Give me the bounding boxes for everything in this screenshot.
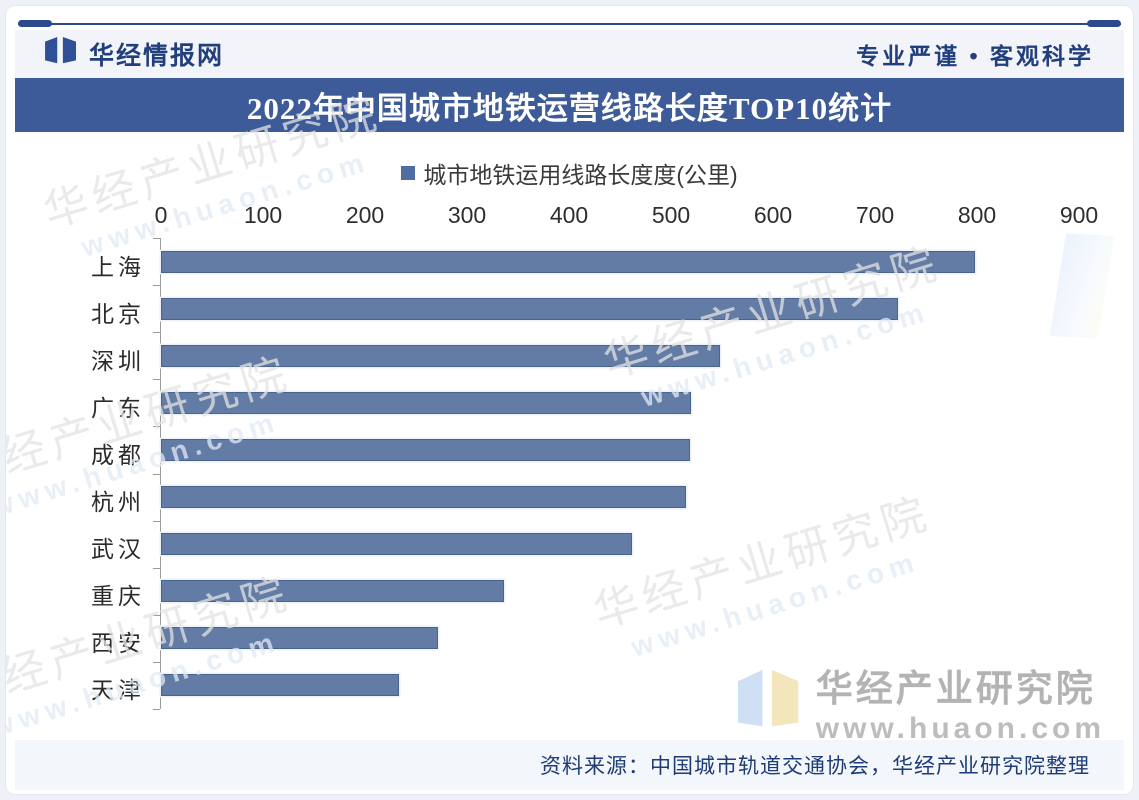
y-axis-tick-mark: [153, 285, 160, 287]
category-label: 深圳: [91, 347, 145, 374]
x-axis-tick-label: 0: [154, 202, 168, 228]
x-axis-tick-label: 700: [855, 202, 895, 228]
category-label: 重庆: [91, 583, 145, 610]
y-axis-tick-mark: [153, 379, 160, 381]
bar-西安: [161, 627, 439, 650]
bar-杭州: [161, 486, 687, 509]
bar-上海: [161, 250, 975, 273]
header: 华经情报网 专业严谨 • 客观科学: [15, 30, 1124, 78]
y-axis-tick-mark: [153, 709, 160, 710]
y-axis-tick-mark: [153, 520, 160, 522]
category-label: 北京: [91, 300, 145, 327]
bar-武汉: [161, 533, 633, 556]
x-axis-tick-label: 600: [753, 202, 793, 228]
x-axis-tick-label: 900: [1059, 202, 1099, 228]
bar-天津: [161, 674, 399, 697]
y-axis-tick-mark: [153, 614, 160, 616]
x-axis-tick-label: 200: [345, 202, 385, 228]
legend-swatch: [401, 166, 416, 180]
brand: 华经情报网: [45, 36, 224, 73]
x-axis-tick-label: 500: [651, 202, 691, 228]
y-axis-tick-mark: [153, 238, 160, 239]
x-axis-tick-label: 800: [957, 202, 997, 228]
bar-深圳: [161, 344, 720, 367]
x-axis-tick-label: 400: [549, 202, 589, 228]
bar-重庆: [161, 580, 504, 603]
bar-chart: 0 100 200 300 400 500 600 700 800 900 上海北京深圳广东成都杭州…: [91, 202, 1098, 710]
top-divider: [18, 20, 1121, 28]
chart-legend: 城市地铁运用线路长度度(公里): [6, 156, 1133, 190]
brand-name: 华经情报网: [89, 42, 225, 70]
book-logo-icon: [45, 36, 77, 73]
slogan: 专业严谨 • 客观科学: [856, 43, 1094, 69]
source-note: 资料来源：中国城市轨道交通协会，华经产业研究院整理: [15, 740, 1124, 790]
bar-成都: [161, 438, 691, 461]
y-axis-tick-mark: [153, 661, 160, 663]
x-axis-tick-label: 100: [243, 202, 283, 228]
y-axis-tick-mark: [153, 332, 160, 334]
category-label: 成都: [91, 441, 145, 468]
report-card: 华经情报网 专业严谨 • 客观科学 2022年中国城市地铁运营线路长度TOP10…: [5, 5, 1134, 795]
category-label: 广东: [91, 394, 145, 421]
y-axis-tick-mark: [153, 473, 160, 475]
bar-广东: [161, 391, 692, 414]
category-label: 上海: [91, 253, 145, 280]
category-label: 西安: [91, 630, 145, 657]
category-label: 杭州: [91, 489, 145, 516]
x-axis-tick-label: 300: [447, 202, 487, 228]
y-axis-tick-mark: [153, 567, 160, 569]
y-axis-tick-mark: [153, 426, 160, 428]
legend-label: 城市地铁运用线路长度度(公里): [423, 162, 738, 188]
bar-北京: [161, 297, 899, 320]
page-title: 2022年中国城市地铁运营线路长度TOP10统计: [15, 78, 1124, 132]
category-label: 武汉: [91, 536, 145, 563]
category-label: 天津: [91, 677, 145, 704]
